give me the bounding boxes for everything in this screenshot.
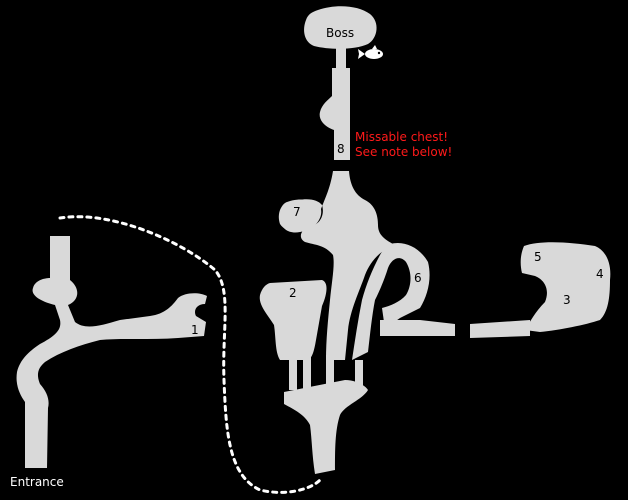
area-2-connector-left bbox=[289, 355, 297, 390]
area-3-label: 3 bbox=[563, 293, 571, 307]
area-6-room bbox=[352, 242, 430, 360]
area-7-room bbox=[278, 199, 322, 232]
area-2-connector-right bbox=[303, 355, 311, 390]
area-2-room bbox=[259, 280, 327, 360]
east-room bbox=[520, 242, 611, 332]
boss-label: Boss bbox=[326, 26, 354, 40]
dotted-secret-path bbox=[58, 215, 322, 494]
area-6-label: 6 bbox=[414, 271, 422, 285]
north-shaft bbox=[319, 68, 350, 160]
east-corridor bbox=[470, 320, 530, 338]
area-1-label: 1 bbox=[191, 323, 199, 337]
area-entrance-corridor bbox=[16, 236, 207, 468]
boss-room bbox=[304, 6, 377, 49]
central-connector-a bbox=[326, 355, 334, 385]
fish-icon bbox=[358, 45, 383, 59]
area-8-label: 8 bbox=[337, 142, 345, 156]
area-4-label: 4 bbox=[596, 267, 604, 281]
boss-connector bbox=[336, 46, 346, 70]
area-5-label: 5 bbox=[534, 250, 542, 264]
area-2-label: 2 bbox=[289, 286, 297, 300]
area-6-east-corridor bbox=[380, 320, 455, 336]
missable-chest-note-line-1: Missable chest! bbox=[355, 130, 448, 144]
area-7-label: 7 bbox=[293, 205, 301, 219]
missable-chest-note-line-2: See note below! bbox=[355, 145, 452, 159]
lower-central-chamber bbox=[284, 380, 368, 474]
central-connector-b bbox=[355, 360, 363, 388]
entrance-label: Entrance bbox=[10, 475, 64, 489]
